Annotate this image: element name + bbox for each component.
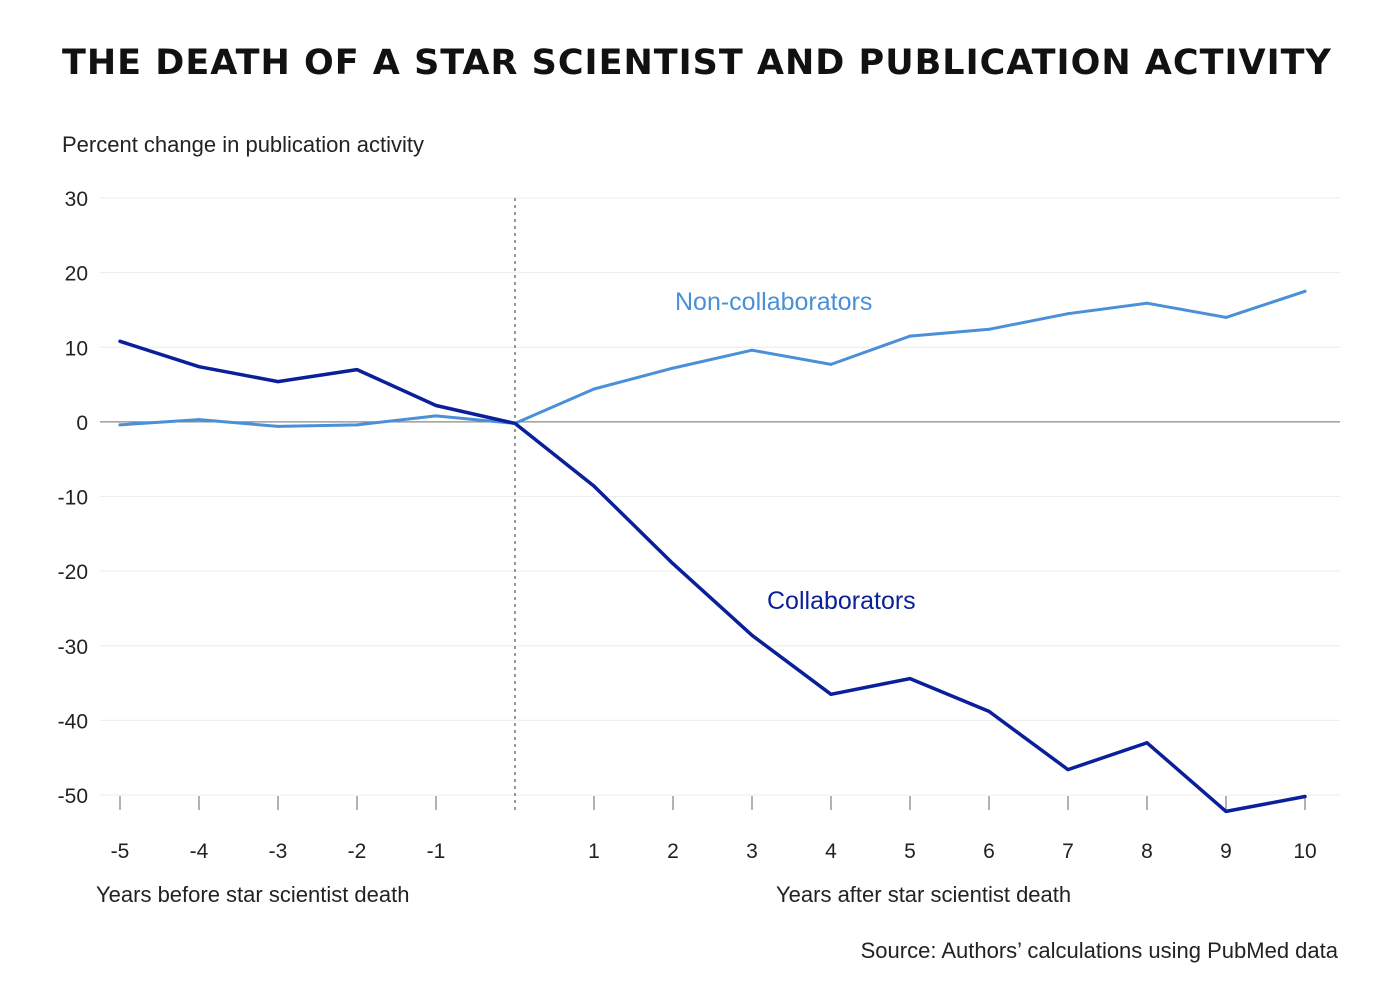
data-point [750, 348, 754, 352]
data-point [276, 424, 280, 428]
data-point [197, 365, 201, 369]
series-label-collaborators: Collaborators [767, 587, 916, 615]
x-tick-label: -3 [269, 840, 288, 863]
y-tick-label: -10 [58, 487, 88, 510]
data-point [355, 368, 359, 372]
x-tick-label: -2 [348, 840, 367, 863]
data-point [118, 339, 122, 343]
x-tick-label: 9 [1220, 840, 1232, 863]
data-point [908, 334, 912, 338]
data-point [276, 380, 280, 384]
data-point [1145, 301, 1149, 305]
data-point [434, 414, 438, 418]
data-point [829, 362, 833, 366]
series-lines [118, 289, 1307, 814]
x-tick-label: 10 [1293, 840, 1316, 863]
x-tick-label: 7 [1062, 840, 1074, 863]
y-tick-label: -30 [58, 636, 88, 659]
data-point [987, 327, 991, 331]
x-axis-ticks: -5 -4 -3 -2 -1 1 2 3 4 5 6 7 8 9 10 [111, 796, 1317, 863]
data-point [671, 562, 675, 566]
chart-title: THE DEATH OF A STAR SCIENTIST AND PUBLIC… [62, 43, 1332, 83]
data-point [1224, 315, 1228, 319]
x-tick-label: 2 [667, 840, 679, 863]
x-tick-label: 5 [904, 840, 916, 863]
data-point [355, 423, 359, 427]
gridlines [100, 197, 1340, 796]
data-point [592, 387, 596, 391]
data-point [750, 633, 754, 637]
x-tick-label: 6 [983, 840, 995, 863]
x-tick-label: 1 [588, 840, 600, 863]
data-point [118, 423, 122, 427]
y-tick-label: -50 [58, 785, 88, 808]
data-point [1303, 289, 1307, 293]
source-note: Source: Authors’ calculations using PubM… [861, 938, 1339, 963]
data-point [671, 366, 675, 370]
data-point [987, 709, 991, 713]
y-tick-label: -40 [58, 710, 88, 733]
y-tick-label: -20 [58, 561, 88, 584]
y-tick-label: 20 [65, 263, 88, 286]
y-axis-label: Percent change in publication activity [62, 132, 424, 157]
series-label-non-collaborators: Non-collaborators [675, 288, 872, 316]
y-tick-label: 30 [65, 188, 88, 211]
data-point [1066, 312, 1070, 316]
data-point [592, 484, 596, 488]
x-tick-label: -4 [190, 840, 209, 863]
x-tick-label: -1 [427, 840, 446, 863]
data-point [1145, 741, 1149, 745]
data-point [1303, 794, 1307, 798]
y-axis-ticks: 30 20 10 0 -10 -20 -30 -40 -50 [58, 188, 88, 808]
x-tick-label: -5 [111, 840, 130, 863]
data-point [1224, 809, 1228, 813]
data-point [513, 421, 517, 425]
data-point [908, 677, 912, 681]
x-tick-label: 3 [746, 840, 758, 863]
data-point [829, 692, 833, 696]
x-tick-label: 8 [1141, 840, 1153, 863]
series-line-collaborators [118, 339, 1307, 814]
data-point [197, 418, 201, 422]
y-tick-label: 10 [65, 337, 88, 360]
data-point [434, 403, 438, 407]
x-axis-label-before: Years before star scientist death [96, 882, 409, 907]
x-tick-label: 4 [825, 840, 837, 863]
data-point [1066, 768, 1070, 772]
series-line-non-collaborators [118, 289, 1307, 428]
series-points [118, 289, 1307, 813]
x-axis-label-after: Years after star scientist death [776, 882, 1071, 907]
y-tick-label: 0 [76, 412, 88, 435]
